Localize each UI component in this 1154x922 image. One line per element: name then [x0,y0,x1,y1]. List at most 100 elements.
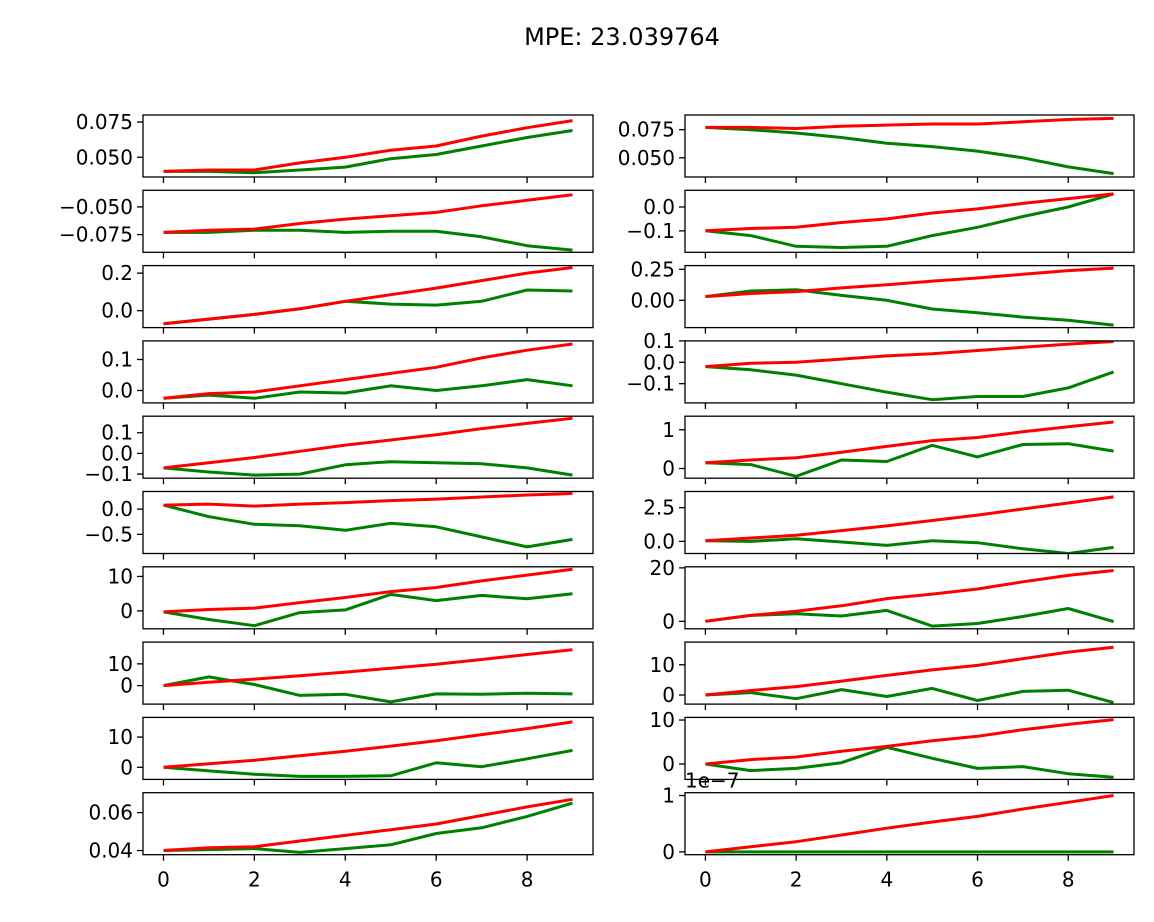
series-line-red [163,193,573,234]
series-line-red [705,116,1114,130]
y-tick-label: 0 [662,840,675,864]
axes-frame [684,490,1135,555]
y-tick-label: 0.25 [630,257,675,281]
axes-frame [142,490,594,555]
y-tick-label: −0.050 [59,195,133,219]
subplot-r1c0: −0.050 −0.075 [59,189,594,259]
series-line-red [705,266,1114,299]
axes-frame [142,340,594,404]
axis-offset-label: 1e−7 [685,769,740,793]
subplot-r4c0: 0.10.0−0.1 [84,415,594,486]
y-tick-label: −0.075 [59,223,133,247]
series-line-green [163,503,573,549]
series-line-green [163,460,573,477]
x-tick-label: 6 [971,868,984,892]
y-tick-label: 0.00 [630,288,675,312]
y-tick-label: 0 [120,599,133,623]
y-tick-label: 0.2 [101,261,133,285]
y-tick-label: 0 [662,457,675,481]
series-line-red [163,648,573,688]
subplot-r9c0: 0.06 0.04 0 2 4 6 8 [88,792,594,892]
y-tick-label: 0.0 [101,379,133,403]
y-tick-label: 0.050 [76,145,133,169]
axes-frame [684,340,1135,404]
series-line-green [163,801,573,854]
x-tick-label: 0 [699,868,712,892]
series-line-green [705,607,1115,628]
series-line-red [163,266,573,326]
y-tick-label: 0.050 [618,146,675,170]
y-tick-label: 0.0 [101,299,133,323]
axes-frame [142,415,594,479]
y-tick-label: 0.0 [643,529,675,553]
series-line-green [163,592,573,628]
y-tick-label: 0 [662,752,675,776]
series-line-green [705,537,1114,554]
subplot-r7c0: 100 [108,641,594,711]
y-tick-label: −0.1 [626,219,675,243]
axes-frame [684,716,1135,781]
axes-frame [684,415,1135,479]
x-tick-label: 8 [521,868,534,892]
series-line-green [705,192,1115,249]
y-tick-label: 0.06 [88,801,133,825]
y-tick-label: 0.1 [101,348,133,372]
axes-frame [684,641,1135,705]
subplot-r0c1: 0.050 0.075 [618,114,1135,183]
x-tick-label: 6 [430,868,443,892]
x-tick-label: 2 [790,868,803,892]
series-line-red [705,340,1114,369]
axes-frame [142,641,594,705]
y-tick-label: 1 [662,784,675,808]
axes-frame [142,566,594,630]
subplot-r8c1: 10 0 [650,708,1135,786]
y-tick-label: 0 [662,683,675,707]
y-tick-label: 2.5 [643,496,675,520]
series-line-red [163,567,573,614]
x-tick-label: 2 [248,868,261,892]
y-tick-label: 0 [120,755,133,779]
series-line-red [705,420,1114,465]
series-line-green [163,378,573,400]
axes-frame [142,114,594,178]
series-line-green [705,365,1115,402]
y-tick-label: 1 [662,418,675,442]
y-tick-label: −0.1 [626,372,675,396]
series-line-red [163,720,573,769]
y-tick-label: 10 [108,652,133,676]
x-tick-label: 0 [157,868,170,892]
subplot-r3c0: 0.10.0 [101,340,594,409]
y-tick-label: 0.04 [88,839,133,863]
y-tick-label: 0.0 [101,497,133,521]
series-line-red [163,119,573,173]
subplot-r5c1: 2.50.0 [643,490,1135,560]
series-line-green [705,745,1114,779]
series-line-green [705,288,1114,327]
axes-frame [684,264,1135,329]
subplot-r3c1: 0.10.0−0.1 [626,329,1135,409]
y-tick-label: 0 [120,674,133,698]
series-line-red [705,569,1114,623]
y-tick-label: 10 [650,653,675,677]
x-tick-label: 4 [880,868,893,892]
subplot-r2c1: 0.25 0.00 [630,257,1135,334]
series-line-red [705,794,1114,854]
y-tick-label: 10 [108,564,133,588]
series-line-green [705,125,1114,176]
y-tick-label: 0.075 [76,110,133,134]
axes-frame [684,792,1135,856]
axes-frame [142,189,594,253]
y-tick-label: −0.1 [84,462,133,486]
subplot-r4c1: 10 [662,415,1135,485]
series-line-green [163,228,573,252]
y-tick-label: 0.0 [643,350,675,374]
y-tick-label: 0.0 [101,441,133,465]
y-tick-label: −0.5 [84,522,133,546]
subplot-r1c1: 0.0−0.1 [626,189,1135,259]
series-line-green [163,748,573,778]
subplot-r7c1: 100 [650,641,1135,711]
axes-frame [684,114,1135,178]
subplot-r6c1: 20 0 [650,556,1135,635]
series-line-red [705,192,1114,233]
